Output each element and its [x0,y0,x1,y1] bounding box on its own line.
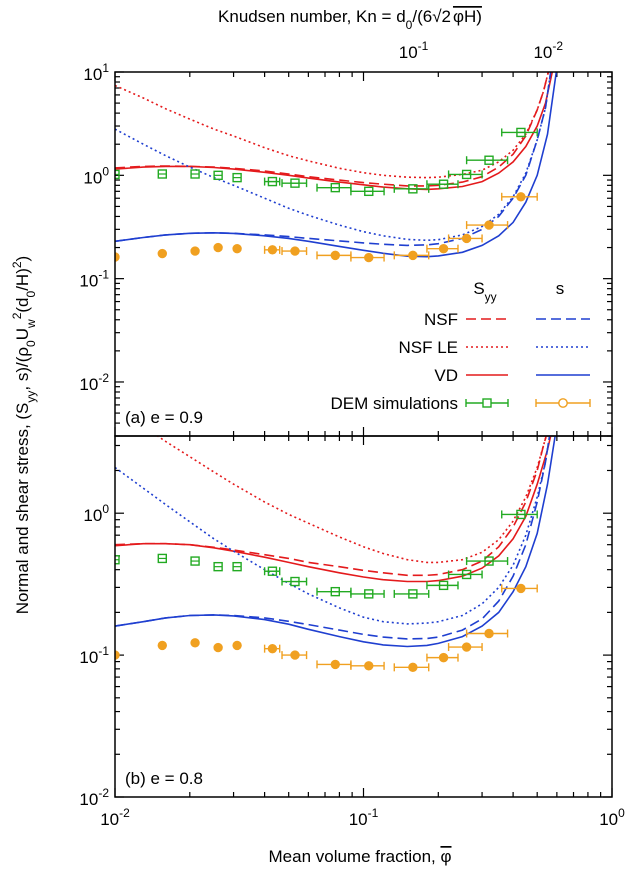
panel-plot-area [115,436,556,673]
legend-label-dem: DEM simulations [330,394,458,413]
data-point-circle [290,650,300,660]
legend: Syy s NSF NSF LE VD DEM simulations [330,279,591,413]
data-point-circle [461,642,472,652]
legend-label-nsf: NSF [424,310,458,329]
panel-top: 10-2 10-1 100 101 (a) e = 0.9 [79,61,613,437]
data-point-circle [516,583,526,594]
data-point-circle [157,248,167,259]
data-point-circle [157,640,167,651]
data-point-circle [213,642,223,653]
series-line-syy-nsf [115,72,550,187]
y-tick-label: 10-2 [79,786,109,809]
data-point-circle [364,252,374,263]
x-tick-label: 100 [599,806,625,829]
legend-square-marker [482,398,492,408]
data-point-circle [190,638,200,648]
x-tick-label: 10-2 [100,806,130,829]
series-line-s-nsf-le [115,72,552,242]
series-line-syy-vd [115,72,554,191]
panel-annotation: (b) e = 0.8 [125,769,203,788]
panel-bottom: 10-2 10-1 100 10-2 10-1 100 (b) e = 0.8 [79,435,625,829]
data-point-circle [213,242,223,253]
y-tick-label: 10-1 [79,644,109,667]
data-point-circle [516,192,526,202]
y-tick-label: 10-2 [79,371,109,394]
y-tick-label: 100 [83,164,109,187]
legend-label-nsf-le: NSF LE [398,338,458,357]
data-point-circle [484,628,494,639]
data-point-circle [408,662,418,673]
series-line-syy-nsf-le [115,72,550,179]
series-line-syy-vd [115,436,552,583]
series-line-s-nsf-le [115,436,551,625]
data-point-circle [461,233,472,244]
y-tick-label: 100 [83,502,109,525]
data-point-circle [190,246,200,256]
legend-label-vd: VD [434,366,458,385]
series-line-syy-nsf-le [156,436,548,564]
data-point-circle [330,659,340,670]
top-tick-label: 10-2 [533,39,563,62]
data-point-circle [484,220,494,230]
series-line-s-vd [115,72,558,258]
x-tick-label: 10-1 [349,806,379,829]
panel-frame [114,435,613,798]
data-point-circle [267,245,278,255]
legend-circle-marker [558,398,568,408]
top-tick-label: 10-1 [399,39,429,62]
data-point-circle [364,661,374,671]
panel-annotation: (a) e = 0.9 [125,408,203,427]
x-axis-label: Mean volume fraction, φ [269,847,452,866]
data-point-circle [267,643,278,654]
data-point-circle [290,246,300,256]
y-axis-label: Normal and shear stress, (Syy, s)/(ρ0Uw2… [10,256,38,614]
data-point-circle [330,250,340,261]
y-tick-label: 10-1 [79,268,109,291]
legend-col-s: s [556,279,565,298]
data-point-circle [408,250,418,261]
panel-plot-area [115,72,558,263]
top-axis-title: Knudsen number, Kn = d0/(6√2 φH) [218,7,482,32]
data-point-circle [232,243,242,254]
series-line-syy-nsf [115,436,548,577]
series-line-s-nsf [115,436,551,640]
series-line-s-vd [115,436,556,648]
data-point-circle [232,640,242,651]
data-point-circle [438,243,449,254]
legend-col-syy: Syy [473,279,496,304]
y-tick-label: 101 [83,61,109,84]
data-point-circle [438,652,449,663]
